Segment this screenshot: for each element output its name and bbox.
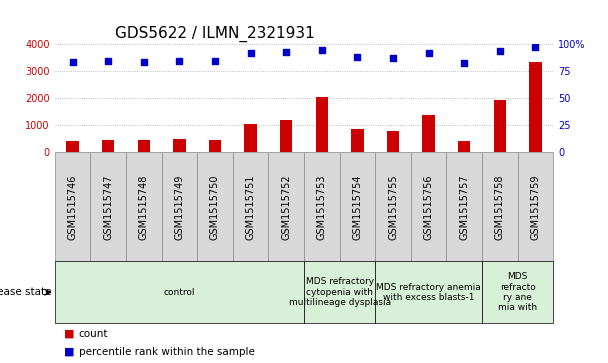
Bar [375, 261, 482, 323]
Text: ■: ■ [64, 347, 74, 357]
Point [174, 58, 184, 64]
Bar [280, 120, 292, 152]
Text: control: control [164, 288, 195, 297]
Bar [55, 152, 91, 261]
Text: MDS refractory anemia
with excess blasts-1: MDS refractory anemia with excess blasts… [376, 282, 481, 302]
Point [67, 59, 77, 65]
Text: ■: ■ [64, 329, 74, 339]
Text: GSM1515759: GSM1515759 [530, 174, 541, 240]
Bar [197, 152, 233, 261]
Bar [55, 261, 304, 323]
Text: GSM1515756: GSM1515756 [424, 174, 434, 240]
Text: disease state: disease state [0, 287, 52, 297]
Text: count: count [78, 329, 108, 339]
Bar [66, 141, 79, 152]
Text: GSM1515754: GSM1515754 [353, 174, 362, 240]
Point [317, 47, 326, 53]
Point [531, 44, 541, 50]
Point [210, 58, 220, 64]
Point [424, 50, 434, 56]
Bar [529, 62, 542, 152]
Point [103, 58, 113, 64]
Bar [316, 98, 328, 152]
Point [388, 55, 398, 61]
Text: GSM1515747: GSM1515747 [103, 174, 113, 240]
Text: GSM1515751: GSM1515751 [246, 174, 255, 240]
Bar [91, 152, 126, 261]
Bar [387, 131, 399, 152]
Text: GSM1515748: GSM1515748 [139, 174, 149, 240]
Bar [482, 261, 553, 323]
Bar [304, 261, 375, 323]
Point [282, 49, 291, 55]
Bar [162, 152, 197, 261]
Bar [482, 152, 517, 261]
Text: percentile rank within the sample: percentile rank within the sample [78, 347, 255, 357]
Bar [137, 140, 150, 152]
Bar [411, 152, 446, 261]
Text: GSM1515757: GSM1515757 [459, 174, 469, 240]
Bar [304, 152, 340, 261]
Text: MDS
refracto
ry ane
mia with: MDS refracto ry ane mia with [498, 272, 537, 312]
Text: GSM1515758: GSM1515758 [495, 174, 505, 240]
Text: MDS refractory
cytopenia with
multilineage dysplasia: MDS refractory cytopenia with multilinea… [289, 277, 391, 307]
Bar [268, 152, 304, 261]
Text: GSM1515753: GSM1515753 [317, 174, 327, 240]
Text: GSM1515746: GSM1515746 [67, 174, 78, 240]
Bar [340, 152, 375, 261]
Point [460, 60, 469, 66]
Text: GSM1515750: GSM1515750 [210, 174, 220, 240]
Text: GDS5622 / ILMN_2321931: GDS5622 / ILMN_2321931 [114, 26, 314, 42]
Bar [209, 140, 221, 152]
Bar [244, 124, 257, 152]
Text: GSM1515749: GSM1515749 [174, 174, 184, 240]
Point [353, 54, 362, 60]
Bar [351, 129, 364, 152]
Bar [102, 140, 114, 152]
Point [495, 48, 505, 54]
Bar [126, 152, 162, 261]
Bar [494, 100, 506, 152]
Bar [233, 152, 268, 261]
Bar [375, 152, 411, 261]
Point [139, 59, 148, 65]
Text: GSM1515752: GSM1515752 [281, 174, 291, 240]
Bar [423, 115, 435, 152]
Bar [517, 152, 553, 261]
Bar [446, 152, 482, 261]
Bar [173, 139, 185, 152]
Text: GSM1515755: GSM1515755 [388, 174, 398, 240]
Bar [458, 141, 471, 152]
Point [246, 50, 255, 56]
